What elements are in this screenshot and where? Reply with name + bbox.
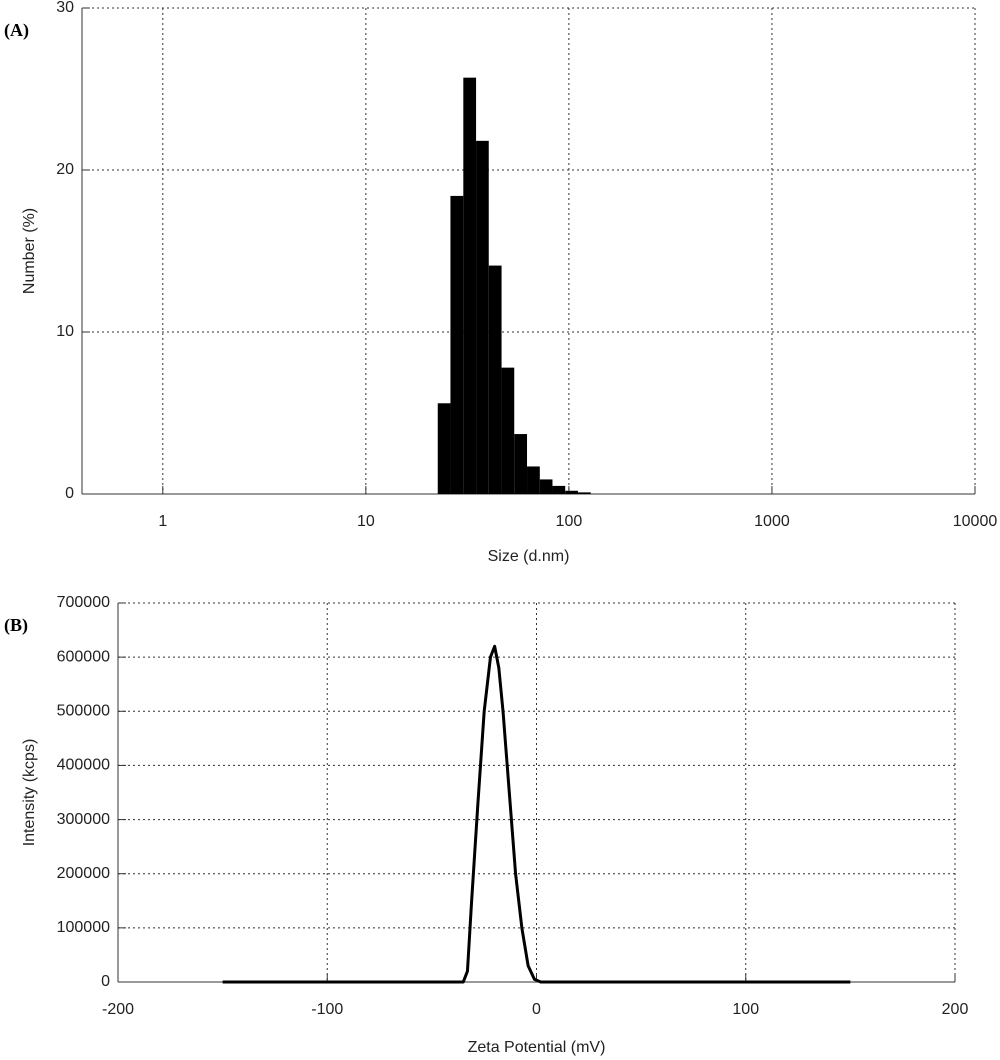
bar: [539, 479, 553, 494]
y-tick-label: 700000: [57, 594, 110, 611]
bar: [463, 77, 477, 494]
x-axis-title: Zeta Potential (mV): [468, 1039, 606, 1056]
bar: [501, 367, 515, 494]
x-tick-label: 100: [556, 513, 583, 530]
x-tick-label: 1: [158, 513, 167, 530]
panel-label: (A): [4, 20, 29, 41]
x-tick-label: 10: [357, 513, 375, 530]
bar: [476, 140, 489, 494]
bar: [578, 492, 591, 494]
bar: [450, 195, 464, 495]
x-tick-label: 1000: [754, 513, 790, 530]
bar: [527, 466, 540, 494]
x-tick-label: -200: [102, 1001, 134, 1018]
y-tick-label: 30: [56, 0, 74, 16]
y-tick-label: 600000: [57, 648, 110, 665]
panel-label: (B): [4, 615, 28, 636]
bar: [514, 434, 528, 494]
y-tick-label: 20: [56, 161, 74, 178]
y-tick-label: 200000: [57, 865, 110, 882]
y-tick-label: 10: [56, 323, 74, 340]
y-tick-label: 300000: [57, 811, 110, 828]
y-axis-title: Number (%): [21, 208, 38, 294]
y-tick-label: 100000: [57, 919, 110, 936]
bar: [437, 403, 451, 494]
y-tick-label: 500000: [57, 703, 110, 720]
y-tick-label: 0: [101, 973, 110, 990]
bar: [488, 265, 502, 494]
bar: [552, 485, 566, 494]
y-tick-label: 0: [65, 485, 74, 502]
x-tick-label: 10000: [953, 513, 998, 530]
y-tick-label: 400000: [57, 757, 110, 774]
y-axis-title: Intensity (kcps): [21, 739, 38, 847]
x-tick-label: 200: [942, 1001, 969, 1018]
x-tick-label: -100: [311, 1001, 343, 1018]
x-tick-label: 0: [532, 1001, 541, 1018]
bar: [565, 490, 579, 494]
x-tick-label: 100: [732, 1001, 759, 1018]
data-line: [222, 644, 851, 984]
x-axis-title: Size (d.nm): [488, 548, 570, 565]
